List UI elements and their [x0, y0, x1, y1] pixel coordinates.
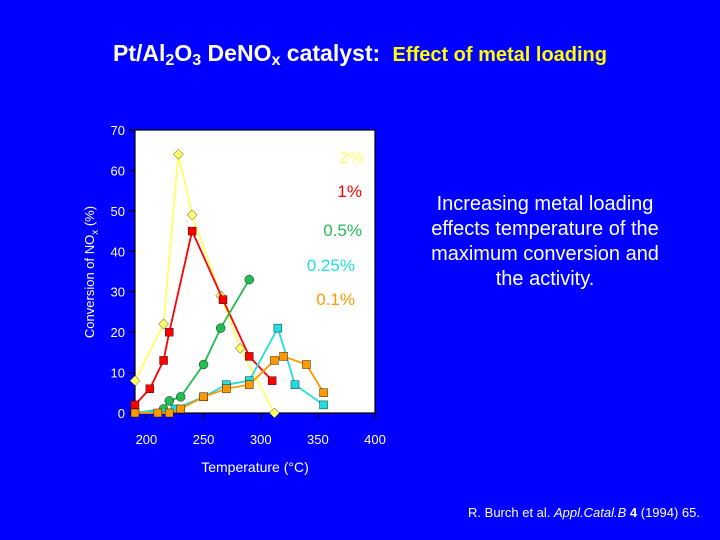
series-label: 0.1% — [316, 290, 355, 309]
data-point — [218, 295, 228, 304]
data-point — [145, 384, 155, 393]
data-point — [279, 352, 288, 361]
y-tick-label: 70 — [111, 123, 125, 138]
series-label: 0.25% — [307, 256, 355, 275]
data-point — [165, 408, 174, 418]
series-labels: 2% 1% 0.5% 0.25% 0.1% — [307, 148, 364, 309]
title-subtitle: Effect of metal loading — [392, 44, 607, 66]
data-point — [186, 209, 198, 221]
series-label: 0.5% — [323, 221, 362, 240]
data-point — [198, 359, 209, 370]
data-point — [176, 404, 185, 414]
data-point — [130, 408, 140, 418]
y-tick-label: 50 — [111, 204, 125, 219]
data-point — [245, 380, 254, 389]
data-point — [216, 323, 226, 333]
data-point — [165, 327, 174, 337]
y-tick-label: 40 — [111, 244, 125, 259]
data-point — [176, 392, 186, 402]
x-axis-label: Temperature (°C) — [201, 459, 309, 475]
data-point — [173, 148, 184, 160]
data-point — [159, 356, 168, 365]
data-point — [245, 352, 254, 361]
data-point — [222, 384, 231, 393]
data-point — [269, 407, 280, 419]
series-line — [134, 228, 273, 406]
y-tick-label: 30 — [111, 285, 125, 300]
plot-area — [134, 129, 376, 414]
y-tick-label: 10 — [111, 366, 125, 381]
data-point — [187, 226, 197, 236]
data-point — [234, 343, 246, 354]
data-point — [319, 388, 328, 397]
data-point — [319, 400, 328, 410]
data-point — [129, 375, 141, 386]
x-tick-label: 250 — [193, 432, 215, 447]
data-point — [273, 323, 283, 333]
y-tick-label: 60 — [111, 163, 125, 178]
series-label: 2% — [339, 148, 364, 167]
data-point — [153, 408, 163, 418]
series-label: 1% — [337, 182, 362, 201]
data-point — [130, 400, 140, 410]
x-tick-label: 350 — [307, 432, 329, 447]
y-tick-label: 20 — [111, 325, 125, 340]
reference-citation: R. Burch et al. Appl.Catal.B 4 (1994) 65… — [468, 505, 700, 520]
data-point — [267, 376, 277, 385]
data-point — [199, 392, 208, 402]
x-tick-label: 300 — [250, 432, 272, 447]
data-point — [158, 318, 169, 330]
series-0.1% — [130, 352, 328, 418]
x-tick-label: 400 — [364, 432, 386, 447]
data-point — [290, 380, 300, 389]
data-point — [164, 396, 174, 406]
x-tick-label: 200 — [136, 432, 158, 447]
y-tick-label: 0 — [118, 406, 125, 421]
series-group — [129, 148, 328, 419]
axes: 0 10 20 30 40 50 60 70 200 250 300 350 400 — [111, 123, 386, 447]
series-1% — [130, 226, 277, 410]
slide-title: Pt/Al2O3 DeNOx catalyst: Effect of metal… — [112, 40, 607, 70]
data-point — [270, 356, 279, 365]
data-point — [244, 274, 254, 285]
annotation-text: Increasing metal loading effects tempera… — [431, 193, 659, 290]
data-point — [302, 360, 311, 369]
y-axis-label: Conversion of NOx (%) — [82, 206, 101, 338]
